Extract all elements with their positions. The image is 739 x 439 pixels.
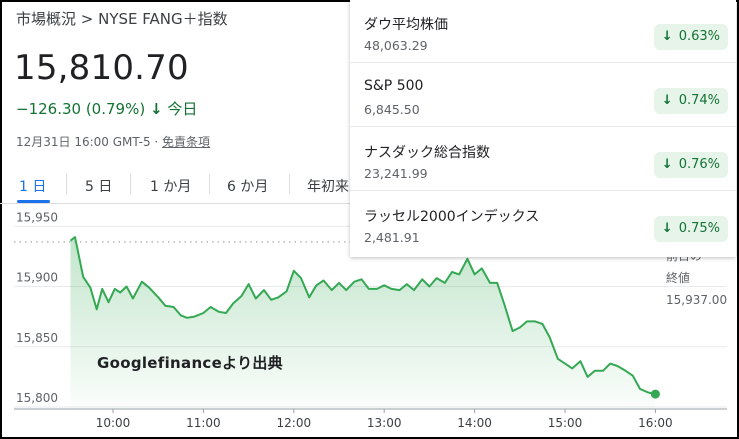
y-tick-label: 15,950 [16, 210, 58, 224]
index-change: 0.63% [678, 29, 720, 44]
timestamp-text: 12月31日 16:00 GMT-5 · [16, 135, 163, 149]
y-tick-label: 15,850 [16, 331, 58, 345]
x-tick-label: 13:00 [367, 416, 402, 430]
disclaimer-link[interactable]: 免責条項 [162, 135, 211, 149]
price-change: −126.30 (0.79%) ↓ 今日 [16, 98, 197, 119]
index-value: 2,481.91 [364, 230, 420, 245]
x-tick-label: 10:00 [96, 416, 131, 430]
index-change-badge: ↓ 0.74% [653, 88, 728, 114]
tab-divider [130, 174, 131, 194]
change-period: 今日 [167, 100, 198, 118]
tab-ytd[interactable]: 年初来 [307, 179, 349, 195]
index-change-badge: ↓ 0.76% [653, 152, 728, 178]
tab-1d[interactable]: 1 日 [19, 179, 47, 195]
index-change: 0.74% [678, 93, 720, 108]
index-value: 6,845.50 [364, 102, 420, 117]
tab-5d[interactable]: 5 日 [85, 179, 113, 195]
previous-close-label-2: 終値 [666, 271, 691, 285]
y-tick-label: 15,800 [16, 391, 58, 405]
tab-divider [66, 174, 67, 194]
index-name: ナスダック総合指数 [364, 145, 490, 161]
index-row-nasdaq[interactable]: ナスダック総合指数 23,241.99 ↓ 0.76% [350, 128, 736, 191]
x-tick-label: 16:00 [638, 416, 673, 430]
tab-6m[interactable]: 6 か月 [227, 179, 269, 195]
arrow-down-icon: ↓ [661, 93, 673, 108]
timestamp: 12月31日 16:00 GMT-5 · 免責条項 [16, 133, 210, 150]
index-change-badge: ↓ 0.63% [653, 24, 728, 50]
tab-1m[interactable]: 1 か月 [150, 179, 192, 195]
price-chart[interactable]: 15,950 15,900 15,850 15,800 10:00 11:00 12:00 1… [0, 205, 735, 437]
breadcrumb[interactable]: 市場概況 > NYSE FANG＋指数 [16, 10, 228, 28]
range-tabs: 1 日 5 日 1 か月 6 か月 年初来 [0, 168, 360, 204]
arrow-down-icon: ↓ [661, 157, 673, 172]
tab-divider [289, 174, 290, 194]
index-value: 23,241.99 [364, 166, 428, 181]
previous-close-value: 15,937.00 [666, 293, 728, 307]
change-value: −126.30 (0.79%) [16, 100, 146, 118]
arrow-down-icon: ↓ [661, 29, 673, 44]
y-tick-label: 15,900 [16, 271, 58, 285]
index-name: ラッセル2000インデックス [364, 209, 540, 225]
index-row-dow[interactable]: ダウ平均株価 48,063.29 ↓ 0.63% [350, 0, 736, 63]
price-area [70, 237, 656, 409]
current-price: 15,810.70 [14, 48, 189, 88]
index-row-russell2000[interactable]: ラッセル2000インデックス 2,481.91 ↓ 0.75% [350, 192, 736, 254]
index-change-badge: ↓ 0.75% [653, 216, 728, 242]
index-change: 0.76% [678, 157, 720, 172]
tabs-divider [0, 203, 352, 204]
tab-divider [209, 174, 210, 194]
index-name: S&P 500 [364, 78, 424, 94]
index-change: 0.75% [678, 221, 720, 236]
market-indices-panel: ダウ平均株価 48,063.29 ↓ 0.63% S&P 500 6,845.50… [350, 0, 736, 257]
index-row-sp500[interactable]: S&P 500 6,845.50 ↓ 0.74% [350, 64, 736, 127]
x-tick-label: 11:00 [186, 416, 221, 430]
index-value: 48,063.29 [364, 38, 428, 53]
source-watermark: Googlefinanceより出典 [97, 354, 283, 372]
x-tick-label: 12:00 [277, 416, 312, 430]
active-tab-indicator [17, 200, 50, 203]
x-tick-label: 14:00 [457, 416, 492, 430]
x-tick-label: 15:00 [548, 416, 583, 430]
arrow-down-icon: ↓ [149, 100, 163, 118]
price-line [69, 236, 656, 396]
index-name: ダウ平均株価 [364, 17, 448, 33]
arrow-down-icon: ↓ [661, 221, 673, 236]
last-price-point [650, 389, 660, 399]
